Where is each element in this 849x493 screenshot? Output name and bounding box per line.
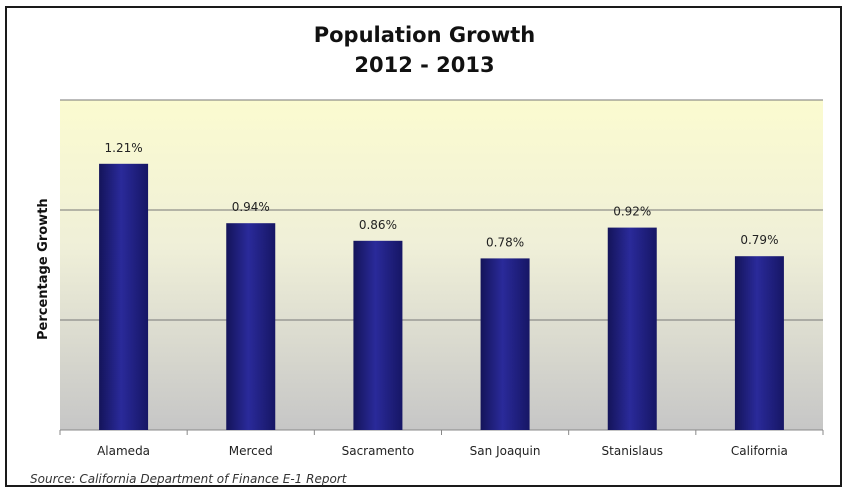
bar-5 xyxy=(734,256,784,430)
data-label-4: 0.92% xyxy=(613,205,651,219)
data-label-3: 0.78% xyxy=(486,235,524,249)
chart-title-block: Population Growth 2012 - 2013 xyxy=(0,20,849,80)
source-note: Source: California Department of Finance… xyxy=(30,472,347,486)
x-tick-label-3: San Joaquin xyxy=(470,444,541,458)
x-tick-label-2: Sacramento xyxy=(342,444,415,458)
x-tick-label-0: Alameda xyxy=(97,444,150,458)
bar-0 xyxy=(99,163,149,431)
chart-title: Population Growth xyxy=(313,23,536,47)
x-tick-label-1: Merced xyxy=(229,444,273,458)
bar-1 xyxy=(226,223,276,430)
bar-2 xyxy=(353,240,403,430)
data-label-2: 0.86% xyxy=(359,218,397,232)
data-label-1: 0.94% xyxy=(232,200,270,214)
data-label-0: 1.21% xyxy=(105,141,143,155)
plot-area xyxy=(60,100,823,430)
x-tick-label-4: Stanislaus xyxy=(602,444,663,458)
bar-3 xyxy=(480,258,530,430)
x-tick-label-5: California xyxy=(731,444,788,458)
data-label-5: 0.79% xyxy=(740,233,778,247)
bar-4 xyxy=(607,227,657,430)
chart-subtitle: 2012 - 2013 xyxy=(354,53,495,77)
